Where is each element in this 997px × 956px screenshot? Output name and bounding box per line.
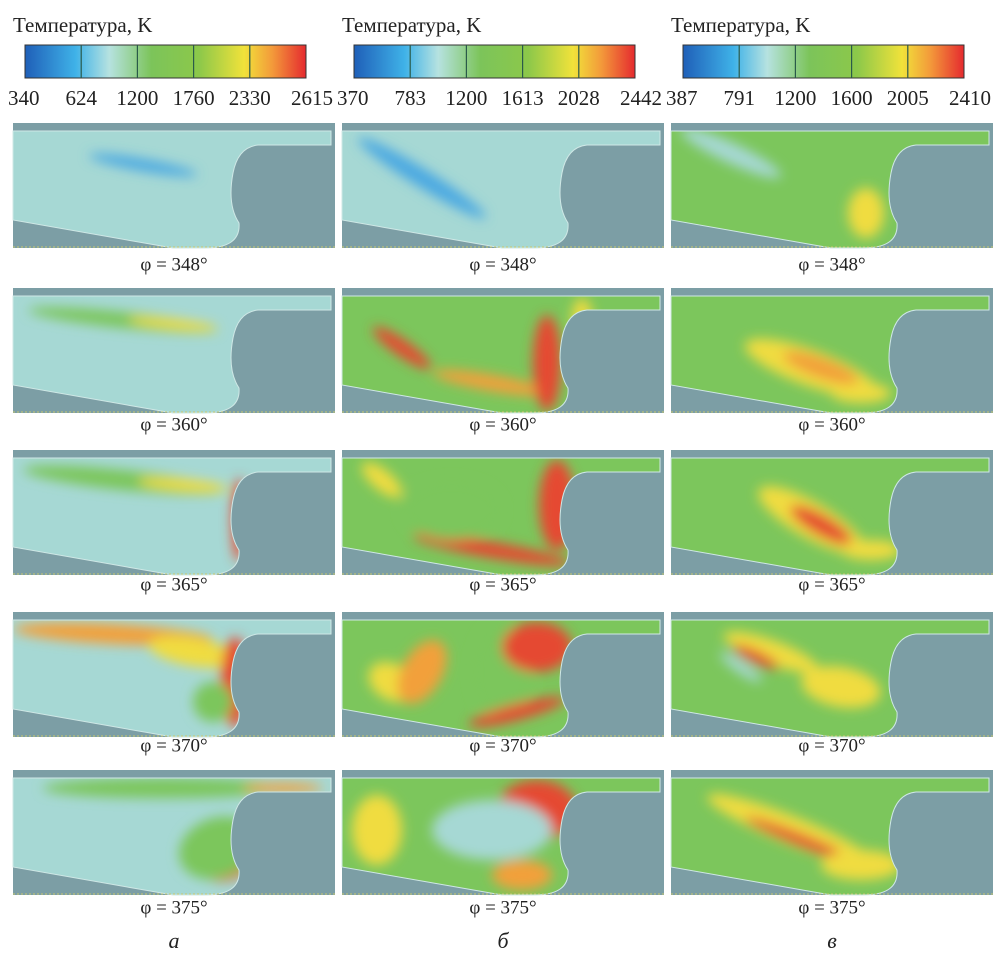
temperature-field	[342, 612, 664, 737]
colorbar-title: Температура, K	[671, 13, 810, 37]
temperature-field	[342, 450, 664, 575]
panel-caption: φ = 348°	[469, 254, 536, 275]
temperature-field	[671, 450, 993, 575]
temperature-field	[342, 288, 664, 413]
colorbar	[683, 45, 964, 78]
panel-caption: φ = 375°	[469, 897, 536, 918]
column-label: а	[169, 928, 180, 953]
colorbar-tick-label: 1200	[116, 86, 158, 110]
colorbar-tick-label: 2442	[620, 86, 662, 110]
colorbar-tick-label: 783	[394, 86, 426, 110]
column-label: б	[497, 928, 509, 953]
colorbar-tick-label: 1613	[502, 86, 544, 110]
temperature-field	[342, 770, 664, 895]
colorbar	[25, 45, 306, 78]
panel-caption: φ = 360°	[140, 414, 207, 435]
panel-caption: φ = 370°	[469, 735, 536, 756]
colorbar-title: Температура, K	[13, 13, 152, 37]
panel-caption: φ = 375°	[798, 897, 865, 918]
colorbar-tick-label: 2615	[291, 86, 333, 110]
temperature-field	[13, 450, 335, 575]
panel-caption: φ = 370°	[798, 735, 865, 756]
column-label: в	[827, 928, 837, 953]
panel-caption: φ = 370°	[140, 735, 207, 756]
panel-caption: φ = 365°	[798, 574, 865, 595]
colorbar-title: Температура, K	[342, 13, 481, 37]
panel-caption: φ = 365°	[469, 574, 536, 595]
colorbar-tick-label: 791	[723, 86, 755, 110]
panel-caption: φ = 360°	[798, 414, 865, 435]
colorbar-tick-label: 370	[337, 86, 369, 110]
temperature-field	[13, 288, 335, 413]
temperature-field	[13, 612, 335, 737]
temperature-field	[13, 123, 335, 248]
temperature-field	[671, 770, 993, 895]
panel-caption: φ = 360°	[469, 414, 536, 435]
colorbar-tick-label: 2330	[229, 86, 271, 110]
colorbar	[354, 45, 635, 78]
panel-caption: φ = 348°	[140, 254, 207, 275]
colorbar-tick-label: 2005	[887, 86, 929, 110]
colorbar-tick-label: 387	[666, 86, 698, 110]
temperature-field	[671, 612, 993, 737]
colorbar-tick-label: 1600	[831, 86, 873, 110]
temperature-field	[342, 123, 664, 248]
colorbar-tick-label: 1760	[173, 86, 215, 110]
colorbar-tick-label: 624	[65, 86, 97, 110]
colorbar-tick-label: 1200	[774, 86, 816, 110]
colorbar-tick-label: 2410	[949, 86, 991, 110]
colorbar-tick-label: 1200	[445, 86, 487, 110]
panel-caption: φ = 348°	[798, 254, 865, 275]
colorbar-tick-label: 2028	[558, 86, 600, 110]
figure: Температура, K 340 624 1200 1760 2330 2615 φ = …	[0, 0, 997, 956]
temperature-field	[671, 121, 993, 248]
temperature-field	[13, 770, 335, 895]
panel-caption: φ = 365°	[140, 574, 207, 595]
panel-caption: φ = 375°	[140, 897, 207, 918]
temperature-field	[671, 288, 993, 413]
colorbar-tick-label: 340	[8, 86, 40, 110]
